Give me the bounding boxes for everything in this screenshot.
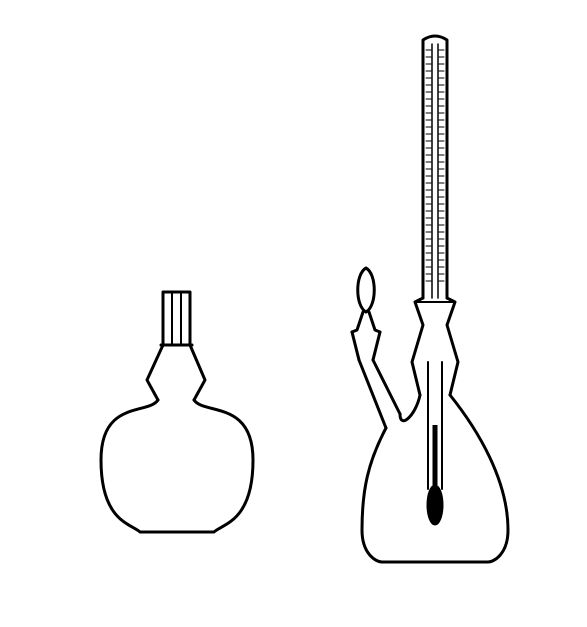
pycnometer-diagram xyxy=(0,0,587,627)
